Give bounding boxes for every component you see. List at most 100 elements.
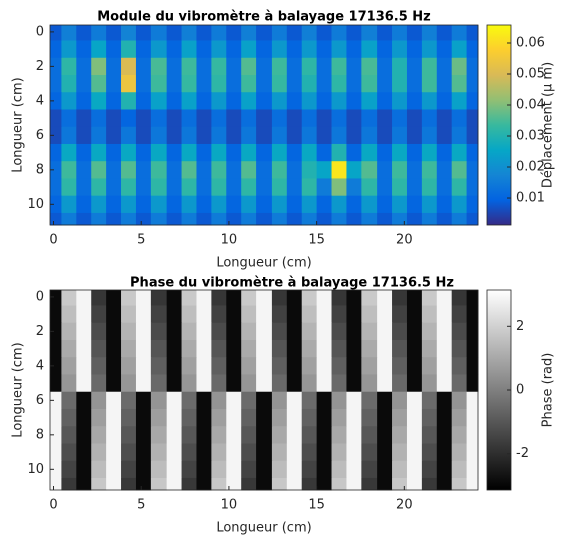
heatmap-cell [406,426,423,444]
heatmap-cell [406,109,423,128]
heatmap-cell [316,161,332,179]
heatmap-cell [76,212,92,226]
heatmap-cell [91,477,107,491]
heatmap-cell [421,426,438,444]
heatmap-cell [196,75,212,93]
heatmap-cell [361,109,378,128]
heatmap-cell [181,195,197,214]
x-tick-label: 0 [49,233,57,248]
heatmap-cell [406,126,423,145]
heatmap-cell [361,426,378,444]
plot-frame [49,24,479,226]
heatmap-cell [436,161,453,179]
heatmap-cell [241,357,257,375]
heatmap-cell [256,460,273,479]
y-tick-label: 8 [36,162,44,177]
heatmap-cell [466,178,479,197]
heatmap-cell [331,391,347,410]
heatmap-cell [211,75,227,93]
heatmap-cell [91,126,107,145]
chart-title: Phase du vibromètre à balayage 17136.5 H… [130,276,454,291]
heatmap-cell [76,75,92,93]
heatmap-cell [181,75,197,93]
heatmap-cell [392,143,408,162]
heatmap-cell [50,408,62,427]
heatmap-cell [181,143,197,162]
heatmap-cell [421,477,438,491]
heatmap-cell [226,109,242,128]
heatmap-cell [76,460,92,479]
heatmap-cell [166,178,182,197]
heatmap-cell [211,92,227,110]
heatmap-cell [377,408,393,427]
heatmap-cell [76,195,92,214]
heatmap-cell [91,178,107,197]
heatmap-cell [135,92,152,110]
heatmap-cell [106,161,122,179]
heatmap-cell [271,40,288,59]
heatmap-cell [196,443,212,462]
heatmap-cell [106,290,122,306]
heatmap-cell [392,25,408,41]
heatmap-cell [421,408,438,427]
heatmap-cell [106,357,122,375]
heatmap-cell [392,477,408,491]
heatmap-cell [226,92,242,110]
heatmap-cell [436,109,453,128]
heatmap-cell [135,143,152,162]
heatmap-cell [346,212,362,226]
colorbar-label: Phase (rad) [541,353,556,428]
heatmap-cell [466,212,479,226]
heatmap-cell [406,40,423,59]
heatmap-cell [466,161,479,179]
heatmap-cell [361,75,378,93]
heatmap-cell [106,426,122,444]
heatmap-cell [331,25,347,41]
heatmap-cell [361,92,378,110]
heatmap-cell [226,290,242,306]
heatmap-cell [421,322,438,341]
heatmap-cell [421,57,438,76]
heatmap-cell [196,357,212,375]
heatmap-cell [150,460,168,479]
heatmap-cell [241,322,257,341]
heatmap-cell [226,443,242,462]
heatmap-cell [346,143,362,162]
heatmap-cell [196,408,212,427]
heatmap-cell [316,212,332,226]
heatmap-cell [451,195,467,214]
heatmap-cell [256,408,273,427]
heatmap-cell [331,109,347,128]
heatmap-cell [392,391,408,410]
heatmap-cell [91,305,107,324]
heatmap-cell [166,195,182,214]
heatmap-cell [316,391,332,410]
heatmap-cell [61,25,77,41]
heatmap-cell [286,443,303,462]
heatmap-cell [436,357,453,375]
heatmap-cell [106,143,122,162]
heatmap-cell [226,408,242,427]
heatmap-cell [451,391,467,410]
heatmap-cell [76,357,92,375]
heatmap-cell [150,195,168,214]
heatmap-cell [331,322,347,341]
heatmap-cell [392,305,408,324]
heatmap-cell [61,178,77,197]
heatmap-cell [316,408,332,427]
chart-title: Module du vibromètre à balayage 17136.5 … [97,10,431,25]
heatmap-cell [421,305,438,324]
heatmap-cell [121,290,137,306]
heatmap-cell [166,340,182,358]
heatmap-cell [271,212,288,226]
heatmap-cell [392,109,408,128]
heatmap-cell [301,443,318,462]
heatmap-cell [76,322,92,341]
heatmap-cell [76,92,92,110]
heatmap-cell [377,92,393,110]
heatmap-cell [316,40,332,59]
heatmap-cell [76,57,92,76]
heatmap-cell [76,340,92,358]
heatmap-cell [392,40,408,59]
